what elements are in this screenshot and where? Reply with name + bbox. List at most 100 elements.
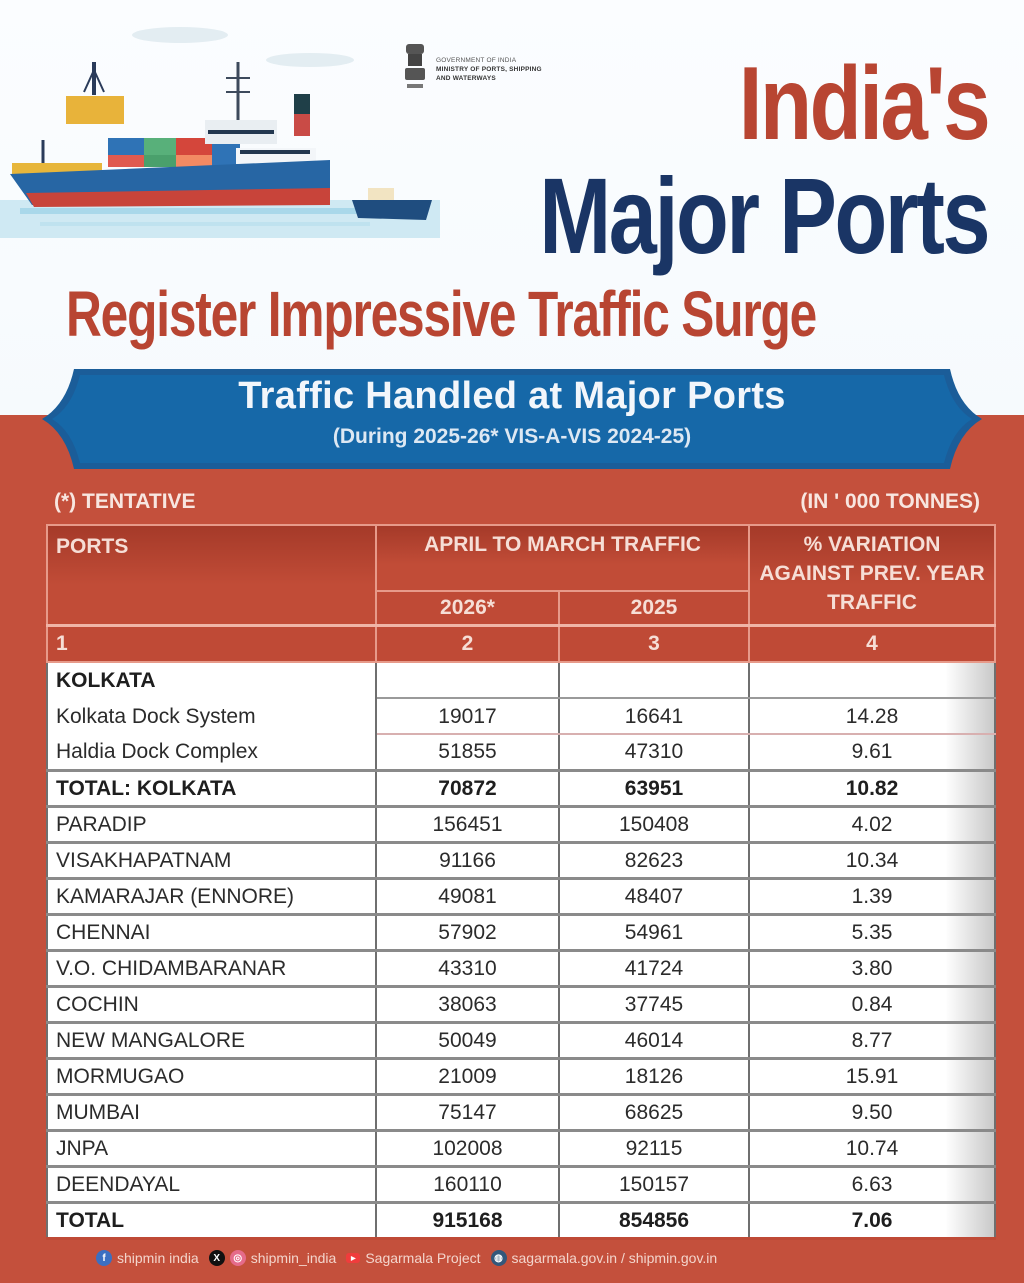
social-footer: f shipmin india X ◎ shipmin_india ▶ Saga… — [96, 1250, 717, 1266]
traffic-2025: 47310 — [557, 734, 751, 772]
variation: 9.61 — [748, 734, 997, 772]
port-name: Haldia Dock Complex — [46, 734, 377, 772]
header-ports: PORTS — [46, 524, 377, 627]
traffic-2025: 41724 — [557, 950, 751, 988]
traffic-2026: 19017 — [375, 698, 560, 735]
header-col-1: 1 — [46, 624, 377, 663]
x-icon: X — [208, 1250, 225, 1266]
port-name: CHENNAI — [46, 914, 377, 952]
national-emblem-icon — [405, 44, 425, 88]
traffic-2025: 18126 — [557, 1058, 751, 1096]
traffic-2026: 50049 — [375, 1022, 560, 1060]
section-banner: Traffic Handled at Major Ports (During 2… — [38, 365, 986, 473]
port-name: PARADIP — [46, 806, 377, 844]
table-row: Kolkata Dock System 19017 16641 14.28 — [46, 698, 997, 735]
banner-title: Traffic Handled at Major Ports — [238, 375, 786, 417]
variation: 10.74 — [748, 1130, 997, 1168]
header-variation: % VARIATION AGAINST PREV. YEAR TRAFFIC — [748, 524, 997, 627]
variation: 10.82 — [748, 770, 997, 808]
footer-website[interactable]: ◍ sagarmala.gov.in / shipmin.gov.in — [490, 1250, 718, 1266]
traffic-2026: 21009 — [375, 1058, 560, 1096]
table-row: KOLKATA — [46, 662, 997, 699]
header-col-4: 4 — [748, 624, 997, 663]
traffic-2026: 915168 — [375, 1202, 560, 1240]
variation: 10.34 — [748, 842, 997, 880]
ministry-logo: GOVERNMENT OF INDIA MINISTRY OF PORTS, S… — [402, 40, 542, 98]
traffic-2025: 48407 — [557, 878, 751, 916]
traffic-2026: 38063 — [375, 986, 560, 1024]
port-name: MORMUGAO — [46, 1058, 377, 1096]
header-col-3: 3 — [557, 624, 751, 663]
footer-x-instagram[interactable]: X ◎ shipmin_india — [208, 1250, 336, 1266]
traffic-2026: 57902 — [375, 914, 560, 952]
traffic-2025: 46014 — [557, 1022, 751, 1060]
ministry-name-line2: AND WATERWAYS — [436, 74, 496, 82]
variation: 9.50 — [748, 1094, 997, 1132]
table-row: DEENDAYAL 160110 150157 6.63 — [46, 1166, 997, 1204]
header-traffic: APRIL TO MARCH TRAFFIC — [374, 524, 751, 592]
port-traffic-table: PORTS APRIL TO MARCH TRAFFIC % VARIATION… — [46, 524, 997, 1240]
table-row: KAMARAJAR (ENNORE) 49081 48407 1.39 — [46, 878, 997, 916]
port-name: NEW MANGALORE — [46, 1022, 377, 1060]
globe-icon: ◍ — [490, 1250, 507, 1266]
variation — [748, 662, 997, 699]
variation: 6.63 — [748, 1166, 997, 1204]
facebook-icon: f — [96, 1250, 112, 1266]
traffic-2025: 37745 — [557, 986, 751, 1024]
port-name: TOTAL: KOLKATA — [46, 770, 377, 808]
traffic-2025: 16641 — [557, 698, 751, 735]
traffic-2025: 68625 — [557, 1094, 751, 1132]
traffic-2026: 102008 — [375, 1130, 560, 1168]
footer-youtube[interactable]: ▶ Sagarmala Project — [346, 1250, 481, 1266]
port-name: Kolkata Dock System — [46, 698, 377, 734]
youtube-icon: ▶ — [346, 1253, 361, 1263]
footer-label: shipmin india — [117, 1250, 199, 1266]
traffic-2025: 150157 — [557, 1166, 751, 1204]
ministry-name-line1: MINISTRY OF PORTS, SHIPPING — [436, 65, 542, 73]
traffic-2025: 150408 — [557, 806, 751, 844]
instagram-icon: ◎ — [229, 1250, 246, 1266]
variation: 1.39 — [748, 878, 997, 916]
variation: 15.91 — [748, 1058, 997, 1096]
ministry-gov-line: GOVERNMENT OF INDIA — [436, 56, 517, 64]
traffic-2025 — [557, 662, 751, 699]
title-major-ports: Major Ports — [539, 155, 990, 276]
footer-label: sagarmala.gov.in / shipmin.gov.in — [511, 1250, 718, 1266]
variation: 0.84 — [748, 986, 997, 1024]
port-name: V.O. CHIDAMBARANAR — [46, 950, 377, 988]
variation: 8.77 — [748, 1022, 997, 1060]
banner-subtitle: (During 2025-26* VIS-A-VIS 2024-25) — [332, 425, 692, 448]
traffic-2026: 91166 — [375, 842, 560, 880]
table-row-subtotal: TOTAL: KOLKATA 70872 63951 10.82 — [46, 770, 997, 808]
traffic-2026 — [375, 662, 560, 699]
table-row-total: TOTAL 915168 854856 7.06 — [46, 1202, 997, 1240]
traffic-2025: 82623 — [557, 842, 751, 880]
table-row: MORMUGAO 21009 18126 15.91 — [46, 1058, 997, 1096]
traffic-2025: 54961 — [557, 914, 751, 952]
header-year-2025: 2025 — [557, 590, 751, 627]
traffic-2026: 156451 — [375, 806, 560, 844]
variation: 5.35 — [748, 914, 997, 952]
title-traffic-surge: Register Impressive Traffic Surge — [66, 278, 817, 350]
port-name: VISAKHAPATNAM — [46, 842, 377, 880]
title-indias: India's — [738, 46, 991, 162]
table-row: JNPA 102008 92115 10.74 — [46, 1130, 997, 1168]
table-row: MUMBAI 75147 68625 9.50 — [46, 1094, 997, 1132]
header-col-2: 2 — [375, 624, 560, 663]
table-row: V.O. CHIDAMBARANAR 43310 41724 3.80 — [46, 950, 997, 988]
variation: 3.80 — [748, 950, 997, 988]
variation: 14.28 — [748, 698, 997, 735]
traffic-2026: 75147 — [375, 1094, 560, 1132]
cargo-ship-illustration — [0, 27, 440, 238]
variation: 7.06 — [748, 1202, 997, 1240]
footer-facebook[interactable]: f shipmin india — [96, 1250, 199, 1266]
port-name: MUMBAI — [46, 1094, 377, 1132]
traffic-2026: 43310 — [375, 950, 560, 988]
traffic-2025: 63951 — [557, 770, 751, 808]
traffic-2025: 854856 — [557, 1202, 751, 1240]
traffic-2025: 92115 — [557, 1130, 751, 1168]
table-row: Haldia Dock Complex 51855 47310 9.61 — [46, 734, 997, 772]
table-row: COCHIN 38063 37745 0.84 — [46, 986, 997, 1024]
footer-label: Sagarmala Project — [365, 1250, 481, 1266]
port-name: JNPA — [46, 1130, 377, 1168]
